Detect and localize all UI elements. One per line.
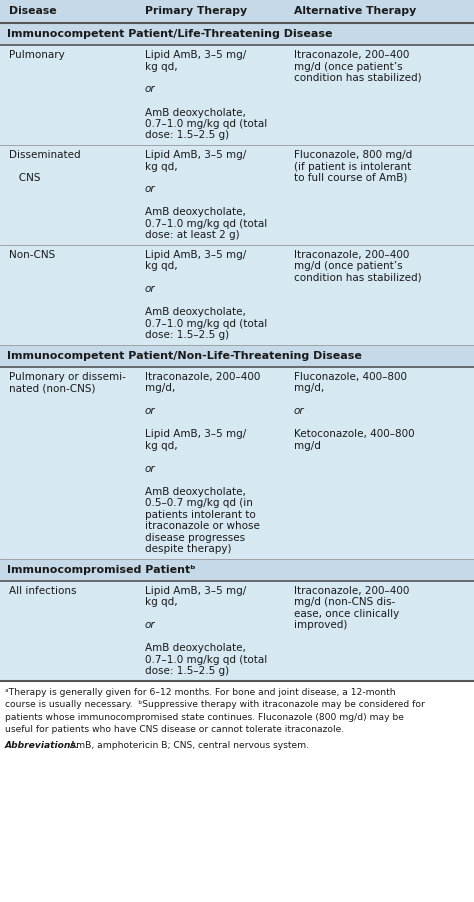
Text: mg/d: mg/d: [294, 440, 321, 450]
Text: Itraconazole, 200–400: Itraconazole, 200–400: [294, 50, 410, 60]
Text: course is usually necessary.  ᵇSuppressive therapy with itraconazole may be cons: course is usually necessary. ᵇSuppressiv…: [5, 700, 425, 709]
Text: or: or: [145, 284, 155, 294]
Text: 0.7–1.0 mg/kg qd (total: 0.7–1.0 mg/kg qd (total: [145, 119, 267, 129]
Text: or: or: [294, 406, 305, 416]
Text: Primary Therapy: Primary Therapy: [145, 6, 247, 16]
Text: Disseminated: Disseminated: [9, 150, 81, 160]
Text: ᵃTherapy is generally given for 6–12 months. For bone and joint disease, a 12-mo: ᵃTherapy is generally given for 6–12 mon…: [5, 687, 396, 696]
Text: Itraconazole, 200–400: Itraconazole, 200–400: [294, 585, 410, 595]
Text: AmB deoxycholate,: AmB deoxycholate,: [145, 486, 246, 496]
Text: Fluconazole, 800 mg/d: Fluconazole, 800 mg/d: [294, 150, 412, 160]
Text: 0.7–1.0 mg/kg qd (total: 0.7–1.0 mg/kg qd (total: [145, 318, 267, 328]
Text: kg qd,: kg qd,: [145, 597, 178, 607]
Text: patients intolerant to: patients intolerant to: [145, 510, 256, 520]
Text: dose: 1.5–2.5 g): dose: 1.5–2.5 g): [145, 131, 229, 141]
Text: 0.7–1.0 mg/kg qd (total: 0.7–1.0 mg/kg qd (total: [145, 219, 267, 229]
Text: disease progresses: disease progresses: [145, 532, 245, 542]
Text: useful for patients who have CNS disease or cannot tolerate itraconazole.: useful for patients who have CNS disease…: [5, 724, 344, 733]
Text: Ketoconazole, 400–800: Ketoconazole, 400–800: [294, 429, 415, 439]
Text: kg qd,: kg qd,: [145, 262, 178, 272]
Text: mg/d (non-CNS dis-: mg/d (non-CNS dis-: [294, 597, 395, 607]
Text: Lipid AmB, 3–5 mg/: Lipid AmB, 3–5 mg/: [145, 250, 246, 260]
Text: Alternative Therapy: Alternative Therapy: [294, 6, 416, 16]
Text: despite therapy): despite therapy): [145, 544, 231, 554]
Text: kg qd,: kg qd,: [145, 161, 178, 171]
Text: 0.5–0.7 mg/kg qd (in: 0.5–0.7 mg/kg qd (in: [145, 498, 253, 508]
Text: or: or: [145, 620, 155, 630]
Text: Lipid AmB, 3–5 mg/: Lipid AmB, 3–5 mg/: [145, 50, 246, 60]
Text: nated (non-CNS): nated (non-CNS): [9, 383, 95, 393]
Text: Itraconazole, 200–400: Itraconazole, 200–400: [145, 372, 260, 382]
Text: dose: 1.5–2.5 g): dose: 1.5–2.5 g): [145, 666, 229, 676]
Text: AmB deoxycholate,: AmB deoxycholate,: [145, 207, 246, 217]
Bar: [0, 24, 474, 46]
Text: AmB deoxycholate,: AmB deoxycholate,: [145, 643, 246, 653]
Text: or: or: [145, 85, 155, 95]
Text: condition has stabilized): condition has stabilized): [294, 272, 422, 282]
Text: ease, once clinically: ease, once clinically: [294, 608, 399, 618]
Text: Itraconazole, 200–400: Itraconazole, 200–400: [294, 250, 410, 260]
Text: AmB deoxycholate,: AmB deoxycholate,: [145, 308, 246, 318]
Text: Immunocompetent Patient/Life-Threatening Disease: Immunocompetent Patient/Life-Threatening…: [7, 29, 332, 39]
Text: or: or: [145, 406, 155, 416]
Text: Disease: Disease: [9, 6, 56, 16]
Text: improved): improved): [294, 620, 347, 630]
Text: 0.7–1.0 mg/kg qd (total: 0.7–1.0 mg/kg qd (total: [145, 654, 267, 664]
Text: dose: at least 2 g): dose: at least 2 g): [145, 230, 240, 240]
Text: Immunocompromised Patientᵇ: Immunocompromised Patientᵇ: [7, 565, 196, 575]
Bar: [0, 0, 474, 24]
Text: to full course of AmB): to full course of AmB): [294, 173, 407, 183]
Text: All infections: All infections: [9, 585, 76, 595]
Bar: [0, 681, 474, 902]
Text: Non-CNS: Non-CNS: [9, 250, 55, 260]
Text: kg qd,: kg qd,: [145, 61, 178, 71]
Text: Abbreviations:: Abbreviations:: [5, 741, 81, 750]
Text: mg/d (once patient’s: mg/d (once patient’s: [294, 262, 402, 272]
Text: Immunocompetent Patient/Non-Life-Threatening Disease: Immunocompetent Patient/Non-Life-Threate…: [7, 351, 362, 361]
Bar: [0, 345, 474, 368]
Text: or: or: [145, 184, 155, 194]
Text: mg/d (once patient’s: mg/d (once patient’s: [294, 61, 402, 71]
Bar: [0, 559, 474, 582]
Text: dose: 1.5–2.5 g): dose: 1.5–2.5 g): [145, 330, 229, 340]
Text: patients whose immunocompromised state continues. Fluconazole (800 mg/d) may be: patients whose immunocompromised state c…: [5, 713, 404, 722]
Text: or: or: [145, 464, 155, 474]
Text: condition has stabilized): condition has stabilized): [294, 73, 422, 83]
Text: (if patient is intolerant: (if patient is intolerant: [294, 161, 411, 171]
Text: AmB, amphotericin B; CNS, central nervous system.: AmB, amphotericin B; CNS, central nervou…: [67, 741, 309, 750]
Text: CNS: CNS: [9, 173, 40, 183]
Text: mg/d,: mg/d,: [145, 383, 175, 393]
Text: Lipid AmB, 3–5 mg/: Lipid AmB, 3–5 mg/: [145, 150, 246, 160]
Text: Pulmonary or dissemi-: Pulmonary or dissemi-: [9, 372, 126, 382]
Text: kg qd,: kg qd,: [145, 440, 178, 450]
Text: Pulmonary: Pulmonary: [9, 50, 65, 60]
Text: Lipid AmB, 3–5 mg/: Lipid AmB, 3–5 mg/: [145, 429, 246, 439]
Text: mg/d,: mg/d,: [294, 383, 324, 393]
Text: Fluconazole, 400–800: Fluconazole, 400–800: [294, 372, 407, 382]
Text: AmB deoxycholate,: AmB deoxycholate,: [145, 107, 246, 117]
Text: Lipid AmB, 3–5 mg/: Lipid AmB, 3–5 mg/: [145, 585, 246, 595]
Text: itraconazole or whose: itraconazole or whose: [145, 521, 260, 531]
